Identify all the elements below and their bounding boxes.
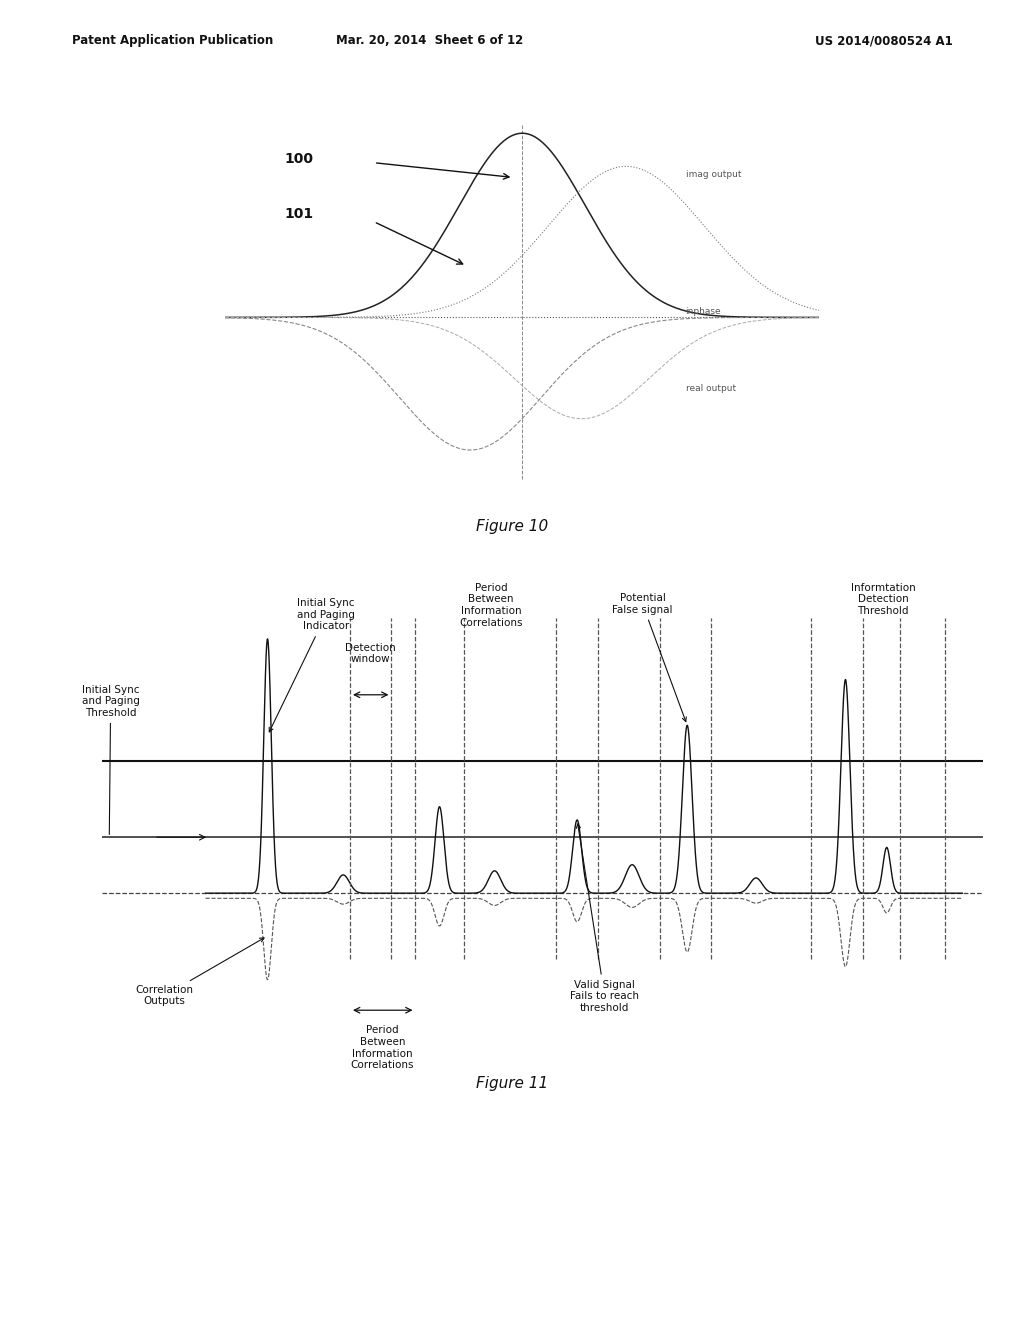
Text: Period
Between
Information
Correlations: Period Between Information Correlations bbox=[350, 1026, 414, 1071]
Text: 100: 100 bbox=[285, 152, 313, 166]
Text: imag output: imag output bbox=[686, 170, 741, 180]
Text: Initial Sync
and Paging
Threshold: Initial Sync and Paging Threshold bbox=[82, 685, 139, 834]
Text: Informtation
Detection
Threshold: Informtation Detection Threshold bbox=[851, 583, 915, 616]
Text: Figure 11: Figure 11 bbox=[476, 1076, 548, 1090]
Text: Valid Signal
Fails to reach
threshold: Valid Signal Fails to reach threshold bbox=[570, 824, 639, 1012]
Text: Mar. 20, 2014  Sheet 6 of 12: Mar. 20, 2014 Sheet 6 of 12 bbox=[337, 34, 523, 48]
Text: Detection
window: Detection window bbox=[345, 643, 396, 664]
Text: Potential
False signal: Potential False signal bbox=[612, 593, 686, 722]
Text: Initial Sync
and Paging
Indicator: Initial Sync and Paging Indicator bbox=[269, 598, 355, 731]
Text: 101: 101 bbox=[285, 207, 313, 220]
Text: Patent Application Publication: Patent Application Publication bbox=[72, 34, 273, 48]
Text: Figure 10: Figure 10 bbox=[476, 519, 548, 533]
Text: Period
Between
Information
Correlations: Period Between Information Correlations bbox=[460, 583, 523, 628]
Text: real output: real output bbox=[686, 384, 735, 393]
Text: Correlation
Outputs: Correlation Outputs bbox=[135, 939, 264, 1006]
Text: inphase: inphase bbox=[686, 306, 721, 315]
Text: US 2014/0080524 A1: US 2014/0080524 A1 bbox=[814, 34, 952, 48]
